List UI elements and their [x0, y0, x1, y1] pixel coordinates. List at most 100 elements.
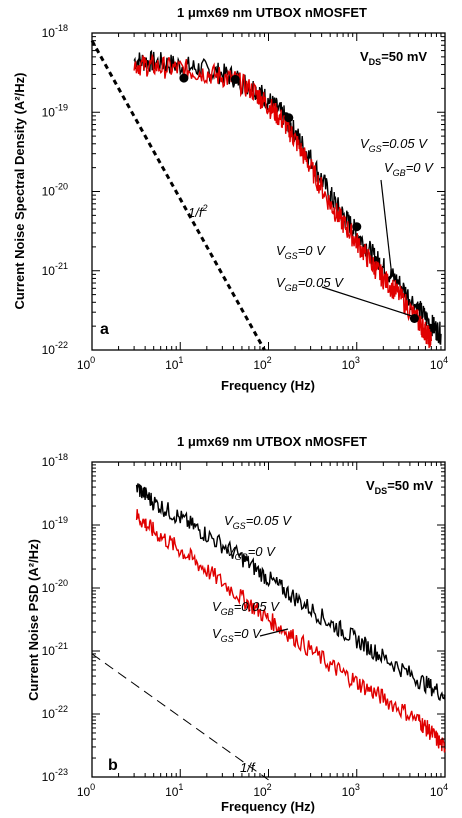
panel-a-y-axis-label: Current Noise Spectral Density (A²/Hz)	[12, 73, 27, 310]
panel-a-vds-rest: =50 mV	[381, 49, 427, 64]
a-x-tick-label: 102	[253, 355, 271, 372]
b-x-tick-base: 10	[253, 785, 267, 799]
b-x-tick-base: 10	[77, 785, 91, 799]
b-x-tick-exp: 0	[90, 782, 95, 792]
a-x-tick-label: 101	[165, 355, 183, 372]
b-series-annotation: VGS=0 V	[212, 626, 262, 644]
a-fit-marker-2	[284, 113, 294, 123]
panel-a-title: 1 μmx69 nm UTBOX nMOSFET	[177, 5, 367, 20]
panel-a-letter: a	[100, 321, 109, 338]
a-x-tick-base: 10	[77, 358, 91, 372]
b-annotation-rest: =0 V	[234, 626, 262, 641]
panel-a-ticks	[91, 32, 446, 351]
b-y-tick-label: 10-20	[42, 578, 68, 595]
panel-b-ticks	[91, 461, 446, 778]
a-series-black-line	[133, 49, 442, 345]
a-y-tick-label: 10-22	[42, 340, 68, 357]
b-annotation-sub: GB	[235, 552, 248, 562]
a-fit-marker-3	[352, 222, 362, 232]
a-y-tick-label: 10-19	[42, 102, 68, 119]
b-annotation-sub: GB	[221, 607, 234, 617]
panel-b-x-axis-label: Frequency (Hz)	[221, 799, 315, 814]
a-reference-label: 1/f2	[188, 203, 207, 220]
b-y-tick-exp: -20	[55, 578, 68, 588]
panel-b-chart: 1 μmx69 nm UTBOX nMOSFET 1/f 100 101 102 10…	[26, 434, 448, 814]
panel-b-vds-sub: DS	[375, 486, 388, 496]
b-y-tick-label: 10-19	[42, 515, 68, 532]
panel-a-series-layer: 1/f2	[90, 39, 442, 351]
b-annotation-main: V	[226, 544, 236, 559]
a-annotation-rest: =0 V	[298, 243, 326, 258]
b-y-tick-exp: -18	[55, 452, 68, 462]
a-annotation-sub: GS	[285, 251, 298, 261]
panel-b-vds-label: VDS=50 mV	[366, 478, 433, 496]
panel-a-vds-label: VDS=50 mV	[360, 49, 427, 67]
a-y-tick-exp: -18	[55, 23, 68, 33]
panel-a-x-axis-label: Frequency (Hz)	[221, 378, 315, 393]
b-x-tick-label: 103	[342, 782, 360, 799]
b-series-annotation: VGB=0.05 V	[212, 599, 280, 617]
a-annotation-rest: =0.05 V	[382, 136, 429, 151]
a-fit-marker-1	[230, 74, 240, 84]
a-annotation-rest: =0.05 V	[298, 275, 345, 290]
b-y-tick-base: 10	[42, 707, 56, 721]
a-x-tick-label: 100	[77, 355, 95, 372]
b-y-tick-base: 10	[42, 518, 56, 532]
b-x-tick-base: 10	[165, 785, 179, 799]
a-reference-label-sup: 2	[201, 203, 207, 213]
a-y-tick-base: 10	[42, 26, 56, 40]
b-reference-label: 1/f	[240, 760, 256, 775]
a-y-tick-exp: -19	[55, 102, 68, 112]
a-y-tick-exp: -22	[55, 340, 68, 350]
a-y-tick-base: 10	[42, 343, 56, 357]
b-y-tick-base: 10	[42, 581, 56, 595]
a-annotation-main: V	[276, 243, 286, 258]
b-annotation-rest: =0 V	[248, 544, 276, 559]
a-annotation-main: V	[384, 160, 394, 175]
b-y-tick-exp: -23	[55, 767, 68, 777]
panel-a-vds-sub: DS	[369, 57, 382, 67]
b-x-tick-exp: 2	[267, 782, 272, 792]
a-series-red-line	[133, 53, 432, 349]
a-fit-marker-0	[179, 73, 189, 83]
b-y-tick-base: 10	[42, 644, 56, 658]
b-annotation-main: V	[212, 599, 222, 614]
a-reference-line	[90, 39, 266, 351]
a-x-tick-exp: 2	[267, 355, 272, 365]
b-series-annotation: VGS=0.05 V	[224, 513, 292, 531]
b-x-tick-label: 101	[165, 782, 183, 799]
a-series-annotation: VGB=0 V	[384, 160, 434, 178]
a-annotation-leader	[321, 286, 419, 319]
b-y-tick-exp: -22	[55, 704, 68, 714]
b-y-tick-label: 10-23	[42, 767, 68, 784]
a-y-tick-base: 10	[42, 264, 56, 278]
b-x-tick-base: 10	[430, 785, 444, 799]
b-series-red-line	[135, 509, 446, 753]
panel-b-tick-labels: 100 101 102 103 10410-2310-2210-2110-2010-19…	[42, 452, 449, 799]
b-x-tick-exp: 4	[443, 782, 448, 792]
a-y-tick-label: 10-21	[42, 261, 68, 278]
b-series-annotation: VGB=0 V	[226, 544, 276, 562]
b-x-tick-label: 100	[77, 782, 95, 799]
b-y-tick-label: 10-22	[42, 704, 68, 721]
a-annotation-rest: =0 V	[406, 160, 434, 175]
a-x-tick-base: 10	[165, 358, 179, 372]
b-reference-line	[91, 653, 269, 781]
a-x-tick-label: 103	[342, 355, 360, 372]
a-y-tick-label: 10-20	[42, 182, 68, 199]
a-x-tick-exp: 0	[90, 355, 95, 365]
panel-b-vds-main: V	[366, 478, 375, 493]
b-series-black-line	[135, 483, 446, 702]
b-y-tick-label: 10-18	[42, 452, 68, 469]
b-reference-label-main: 1/f	[240, 760, 256, 775]
a-y-tick-exp: -21	[55, 261, 68, 271]
a-y-tick-label: 10-18	[42, 23, 68, 40]
a-x-tick-base: 10	[430, 358, 444, 372]
a-series-annotation: VGB=0.05 V	[276, 275, 344, 293]
b-x-tick-exp: 1	[178, 782, 183, 792]
b-y-tick-exp: -21	[55, 641, 68, 651]
panel-b-series-layer: 1/f	[91, 483, 446, 781]
a-series-annotation: VGS=0.05 V	[360, 136, 428, 154]
a-x-tick-exp: 4	[443, 355, 448, 365]
b-y-tick-label: 10-21	[42, 641, 68, 658]
